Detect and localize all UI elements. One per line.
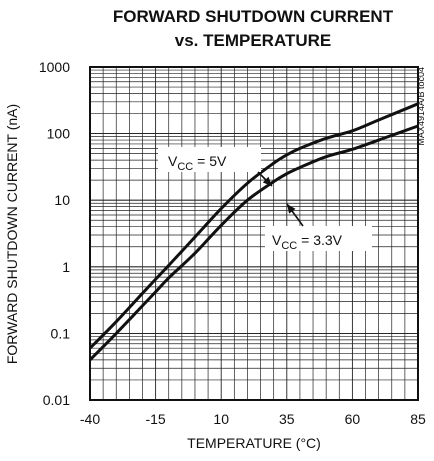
side-note: MAX4914A/B toc04 <box>416 67 426 146</box>
chart-title: FORWARD SHUTDOWN CURRENT <box>113 7 394 26</box>
label-background <box>158 147 261 172</box>
x-tick-label: -40 <box>80 411 100 427</box>
series-label-vcc-5v: VCC = 5V <box>158 147 273 187</box>
series-label-text: VCC = 3.3V <box>272 232 343 252</box>
series-lines <box>88 102 419 361</box>
series-line-vcc-3-3v <box>88 124 419 361</box>
label-arrow-head <box>287 204 296 214</box>
series-labels: VCC = 5V VCC = 3.3V <box>158 147 372 252</box>
y-tick-label: 0.1 <box>51 325 71 341</box>
chart-subtitle: vs. TEMPERATURE <box>175 31 332 50</box>
x-tick-label: 85 <box>410 411 426 427</box>
series-line-vcc-5v <box>88 102 419 350</box>
y-axis-label: FORWARD SHUTDOWN CURRENT (nA) <box>4 104 20 364</box>
x-tick-label: -15 <box>145 411 165 427</box>
series-label-vcc-3-3v: VCC = 3.3V <box>265 203 372 252</box>
x-axis-label: TEMPERATURE (°C) <box>187 435 321 451</box>
x-tick-label: 35 <box>279 411 295 427</box>
y-tick-label: 10 <box>54 192 70 208</box>
series-label-text: VCC = 5V <box>168 153 227 173</box>
y-tick-label: 100 <box>47 126 71 142</box>
tick-labels: -40 -15 10 35 60 85 0.01 0.1 1 10 100 1000 <box>39 59 426 427</box>
y-tick-label: 1 <box>62 259 70 275</box>
label-background <box>265 226 372 251</box>
y-tick-label: 1000 <box>39 59 70 75</box>
plot-frame <box>89 66 419 401</box>
x-tick-label: 60 <box>345 411 361 427</box>
y-tick-label: 0.01 <box>43 392 70 408</box>
x-tick-label: 10 <box>213 411 229 427</box>
label-arrow-head <box>262 176 272 186</box>
grid <box>89 66 419 401</box>
